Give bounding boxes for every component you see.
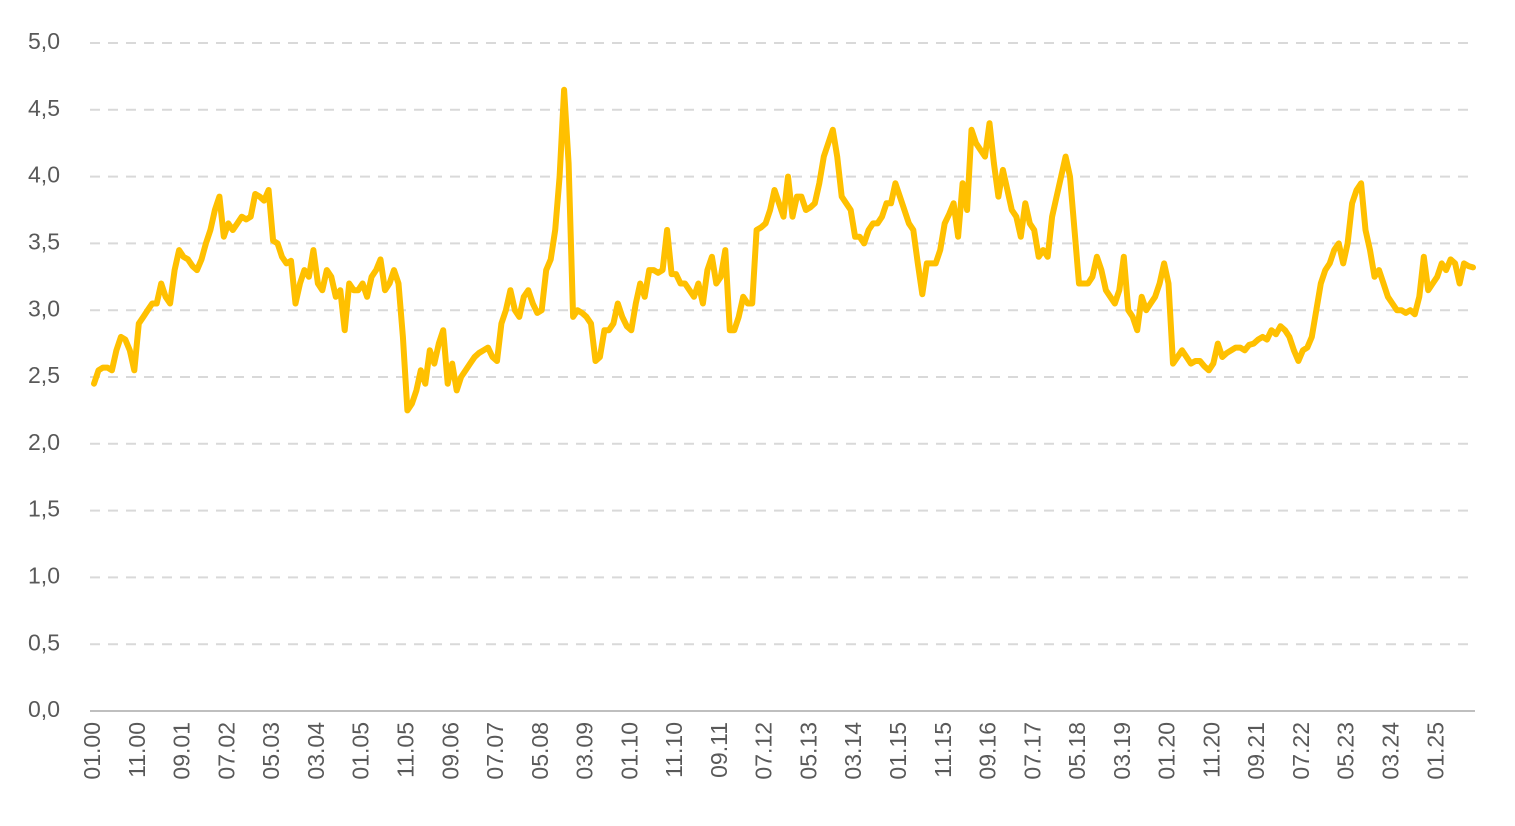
x-tick-label: 05.23 [1333,722,1359,780]
x-tick-label: 11.00 [124,722,150,778]
x-tick-label: 03.09 [572,722,598,780]
x-tick-label: 09.01 [169,722,195,780]
y-tick-label: 2,5 [28,362,60,388]
y-tick-label: 4,0 [28,162,60,188]
y-tick-label: 2,0 [28,429,60,455]
x-tick-label: 09.16 [975,722,1001,780]
x-tick-label: 01.10 [616,722,642,780]
y-tick-label: 0,0 [28,696,60,722]
x-tick-label: 03.19 [1109,722,1135,780]
x-tick-label: 11.20 [1198,722,1224,778]
x-tick-label: 05.18 [1064,722,1090,780]
x-tick-label: 03.04 [303,722,329,780]
x-tick-label: 05.08 [527,722,553,780]
x-tick-label: 09.21 [1243,722,1269,780]
x-tick-label: 01.05 [348,722,374,780]
y-tick-label: 3,0 [28,295,60,321]
x-tick-label: 07.02 [213,722,239,780]
y-tick-label: 4,5 [28,95,60,121]
x-tick-label: 05.03 [258,722,284,780]
y-tick-label: 0,5 [28,629,60,655]
x-tick-label: 09.06 [437,722,463,780]
x-tick-label: 11.10 [661,722,687,778]
x-tick-label: 01.15 [885,722,911,780]
x-tick-label: 07.07 [482,722,508,780]
x-tick-label: 07.17 [1019,722,1045,780]
x-tick-label: 07.22 [1288,722,1314,780]
x-tick-label: 11.15 [930,722,956,778]
x-tick-label: 01.25 [1422,722,1448,780]
x-tick-label: 03.24 [1377,722,1403,780]
x-tick-label: 09.11 [706,722,732,778]
y-tick-label: 5,0 [28,28,60,54]
line-series [91,86,1476,414]
y-tick-label: 1,0 [28,562,60,588]
x-tick-label: 03.14 [840,722,866,780]
y-tick-label: 3,5 [28,228,60,254]
x-tick-label: 07.12 [751,722,777,780]
x-tick-label: 11.05 [392,722,418,778]
x-tick-label: 05.13 [795,722,821,780]
x-tick-label: 01.00 [79,722,105,780]
x-tick-label: 01.20 [1154,722,1180,780]
y-tick-label: 1,5 [28,496,60,522]
